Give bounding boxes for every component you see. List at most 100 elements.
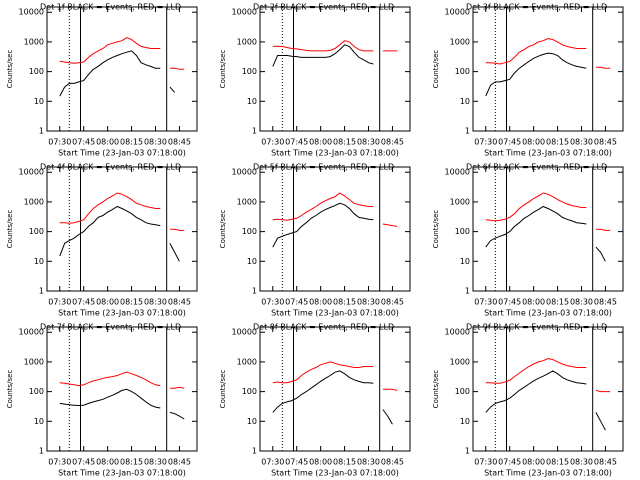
- y-tick-label: 10000: [445, 8, 470, 17]
- series-line: [485, 52, 587, 97]
- x-tick-label: 08:30: [144, 458, 167, 467]
- chart-title: Det 8f BLACK = Events, RED = LLD: [253, 323, 394, 332]
- x-tick-label: 07:30: [474, 138, 497, 147]
- plot-frame: [46, 326, 198, 452]
- x-tick-label: 08:30: [357, 298, 380, 307]
- plot-frame: [472, 166, 624, 292]
- series-line: [59, 371, 185, 389]
- x-tick-label: 08:30: [144, 298, 167, 307]
- x-tick-label: 07:30: [261, 138, 284, 147]
- x-tick-label: 07:30: [474, 458, 497, 467]
- x-tick-label: 08:15: [546, 138, 569, 147]
- y-tick-label: 10: [247, 417, 257, 426]
- y-tick-label: 1: [39, 127, 44, 136]
- y-tick-label: 10000: [445, 328, 470, 337]
- x-axis-label: Start Time (23-Jan-03 07:18:00): [484, 149, 612, 158]
- x-tick-label: 07:45: [72, 138, 95, 147]
- x-tick-label: 08:45: [594, 298, 617, 307]
- series-line: [272, 192, 398, 227]
- chart-title: Det 3f BLACK = Events, RED = LLD: [466, 3, 607, 12]
- series-line: [59, 37, 185, 70]
- y-tick-label: 1: [39, 447, 44, 456]
- y-tick-label: 10000: [19, 168, 44, 177]
- x-tick-label: 08:45: [594, 458, 617, 467]
- x-tick-label: 08:45: [381, 298, 404, 307]
- y-tick-label: 10000: [445, 168, 470, 177]
- y-tick-label: 1: [252, 127, 257, 136]
- x-axis-label: Start Time (23-Jan-03 07:18:00): [271, 149, 399, 158]
- x-tick-label: 08:00: [522, 298, 545, 307]
- x-tick-label: 08:30: [144, 138, 167, 147]
- chart-title: Det 2f BLACK = Events, RED = LLD: [253, 3, 394, 12]
- series-line: [272, 40, 398, 52]
- x-tick-label: 07:45: [498, 458, 521, 467]
- y-axis-label: Counts/sec: [432, 210, 440, 249]
- series-line: [272, 44, 374, 67]
- x-tick-label: 07:45: [498, 138, 521, 147]
- series-line: [485, 205, 606, 262]
- x-tick-label: 08:15: [120, 458, 143, 467]
- y-tick-label: 10: [460, 257, 470, 266]
- y-tick-label: 100: [29, 67, 44, 76]
- x-tick-label: 08:00: [96, 298, 119, 307]
- chart-title: Det 7f BLACK = Events, RED = LLD: [40, 323, 181, 332]
- x-tick-label: 07:30: [48, 138, 71, 147]
- x-tick-label: 08:15: [333, 138, 356, 147]
- x-tick-label: 08:15: [333, 458, 356, 467]
- plot-frame: [472, 6, 624, 132]
- y-tick-label: 10000: [232, 328, 257, 337]
- y-tick-label: 1: [465, 447, 470, 456]
- y-tick-label: 10: [247, 97, 257, 106]
- series-line: [59, 388, 185, 420]
- y-tick-label: 10: [34, 97, 44, 106]
- y-axis-label: Counts/sec: [432, 50, 440, 89]
- y-tick-label: 10000: [19, 328, 44, 337]
- x-tick-label: 08:45: [168, 298, 191, 307]
- y-tick-label: 100: [29, 387, 44, 396]
- x-tick-label: 08:15: [546, 298, 569, 307]
- series-line: [59, 192, 185, 231]
- x-tick-label: 08:30: [570, 458, 593, 467]
- x-tick-label: 07:45: [72, 298, 95, 307]
- x-tick-label: 08:00: [309, 458, 332, 467]
- y-tick-label: 1: [39, 287, 44, 296]
- series-line: [485, 370, 606, 431]
- x-tick-label: 07:30: [261, 298, 284, 307]
- x-tick-label: 07:45: [498, 298, 521, 307]
- y-tick-label: 100: [455, 227, 470, 236]
- x-axis-label: Start Time (23-Jan-03 07:18:00): [58, 469, 186, 478]
- y-axis-label: Counts/sec: [6, 50, 14, 89]
- x-tick-label: 08:30: [357, 458, 380, 467]
- y-tick-label: 1: [252, 447, 257, 456]
- y-tick-label: 10000: [232, 8, 257, 17]
- series-line: [59, 50, 176, 97]
- y-axis-label: Counts/sec: [6, 370, 14, 409]
- series-line: [485, 192, 611, 231]
- x-tick-label: 08:00: [96, 458, 119, 467]
- x-tick-label: 08:00: [309, 138, 332, 147]
- x-axis-label: Start Time (23-Jan-03 07:18:00): [484, 469, 612, 478]
- y-tick-label: 10: [34, 417, 44, 426]
- y-tick-label: 100: [242, 67, 257, 76]
- x-axis-label: Start Time (23-Jan-03 07:18:00): [484, 309, 612, 318]
- y-axis-label: Counts/sec: [219, 210, 227, 249]
- y-tick-label: 1000: [24, 357, 44, 366]
- y-tick-label: 1000: [450, 357, 470, 366]
- y-tick-label: 1000: [450, 197, 470, 206]
- x-tick-label: 08:30: [570, 138, 593, 147]
- chart-title: Det 1f BLACK = Events, RED = LLD: [40, 3, 181, 12]
- x-axis-label: Start Time (23-Jan-03 07:18:00): [58, 149, 186, 158]
- x-tick-label: 08:30: [570, 298, 593, 307]
- series-line: [272, 370, 393, 425]
- y-tick-label: 10: [460, 97, 470, 106]
- y-axis-label: Counts/sec: [219, 50, 227, 89]
- x-tick-label: 07:45: [285, 138, 308, 147]
- x-tick-label: 07:30: [48, 298, 71, 307]
- x-tick-label: 08:00: [96, 138, 119, 147]
- y-tick-label: 1000: [237, 37, 257, 46]
- x-tick-label: 08:30: [357, 138, 380, 147]
- x-tick-label: 08:45: [594, 138, 617, 147]
- series-line: [59, 205, 180, 262]
- plot-frame: [46, 166, 198, 292]
- plot-frame: [259, 6, 411, 132]
